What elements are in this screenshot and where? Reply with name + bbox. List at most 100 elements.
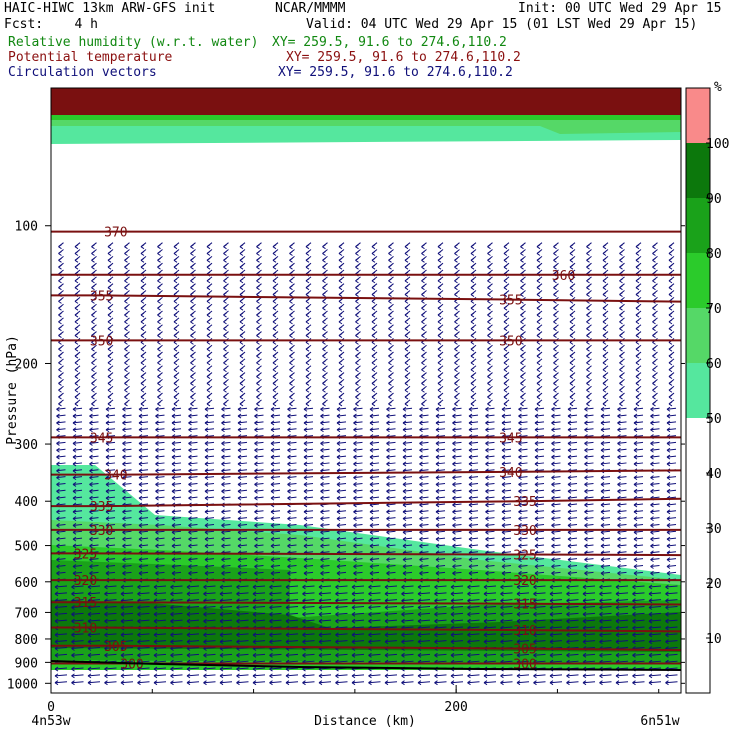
vector-arrow: [322, 276, 328, 284]
vector-arrow: [569, 283, 576, 291]
vector-arrow: [520, 283, 526, 291]
vector-arrow: [602, 290, 609, 297]
vector-arrow: [140, 296, 147, 304]
start-point-label: 4n53w: [31, 714, 70, 729]
vector-arrow: [58, 249, 64, 256]
vector-arrow: [173, 296, 180, 304]
vector-arrow: [124, 283, 130, 291]
vector-arrow: [173, 255, 180, 263]
vector-arrow: [602, 283, 609, 291]
vector-arrow: [404, 283, 411, 291]
theta-label-345: 345: [499, 431, 522, 446]
theta-label-335: 335: [90, 500, 113, 515]
vector-arrow: [124, 255, 130, 263]
vector-arrow: [602, 242, 609, 250]
vector-arrow: [635, 242, 642, 250]
vector-arrow: [668, 262, 675, 270]
vector-arrow: [157, 276, 163, 284]
vector-arrow: [190, 242, 196, 250]
theta-label-310: 310: [513, 624, 536, 639]
vector-arrow: [569, 242, 576, 250]
vector-arrow: [190, 283, 196, 291]
vector-arrow: [190, 276, 196, 284]
vector-arrow: [454, 276, 460, 284]
vector-arrow: [58, 262, 64, 270]
vector-arrow: [239, 255, 246, 263]
theta-label-335: 335: [513, 495, 536, 510]
rh-fill-band-80: [51, 115, 681, 120]
colorbar-tick-label: 10: [706, 632, 722, 647]
vector-arrow: [421, 262, 427, 270]
vector-arrow: [371, 262, 378, 270]
vector-arrow: [173, 242, 180, 250]
y-axis-label: Pressure (hPa): [5, 335, 20, 445]
vector-arrow: [355, 249, 361, 256]
vector-arrow: [157, 262, 163, 270]
vector-arrow: [305, 242, 312, 250]
vector-arrow: [355, 242, 361, 250]
vector-arrow: [272, 255, 279, 263]
vector-arrow: [536, 262, 543, 270]
vector-arrow: [190, 262, 196, 270]
colorbar-tick-label: 80: [706, 247, 722, 262]
vector-arrow: [421, 290, 427, 297]
vector-arrow: [388, 290, 394, 297]
vector-arrow: [305, 276, 312, 284]
rh-fill-surface: [51, 670, 681, 693]
vector-arrow: [668, 276, 675, 284]
vector-arrow: [437, 262, 444, 270]
vector-arrow: [652, 262, 658, 270]
vector-arrow: [569, 249, 576, 256]
vector-arrow: [520, 276, 526, 284]
vector-arrow: [107, 276, 114, 284]
vector-arrow: [569, 255, 576, 263]
vector-arrow: [223, 249, 229, 256]
theta-label-355: 355: [90, 289, 113, 304]
theta-label-320: 320: [74, 574, 97, 589]
vector-arrow: [305, 262, 312, 270]
vector-arrow: [388, 283, 394, 291]
vector-arrow: [239, 276, 246, 284]
vector-arrow: [91, 255, 97, 263]
vector-arrow: [619, 255, 625, 263]
vector-arrow: [437, 290, 444, 297]
vector-arrow: [91, 296, 97, 304]
vector-arrow: [652, 242, 658, 250]
vector-arrow: [553, 255, 559, 263]
vector-arrow: [421, 249, 427, 256]
vector-arrow: [58, 276, 64, 284]
vector-arrow: [223, 296, 229, 304]
rh-fill-band-60: [51, 126, 681, 134]
vector-arrow: [107, 249, 114, 256]
vector-arrow: [553, 290, 559, 297]
vector-arrow: [107, 242, 114, 250]
vector-arrow: [586, 255, 592, 263]
vector-arrow: [404, 255, 411, 263]
vector-arrow: [157, 242, 163, 250]
vector-arrow: [338, 249, 345, 256]
vector-arrow: [239, 249, 246, 256]
vector-arrow: [569, 290, 576, 297]
colorbar: 10 20 30 40 50 60 70 80 90 100: [685, 87, 729, 694]
vector-arrow: [140, 276, 147, 284]
vector-arrow: [536, 276, 543, 284]
vector-arrow: [586, 290, 592, 297]
vector-arrow: [107, 255, 114, 263]
vector-arrow: [305, 290, 312, 297]
vector-arrow: [124, 242, 130, 250]
vector-arrow: [107, 296, 114, 304]
theta-field-name: Potential temperature: [8, 50, 173, 65]
vector-arrow: [437, 276, 444, 284]
vector-arrow: [355, 290, 361, 297]
vector-arrow: [503, 242, 510, 250]
x-tick-label: 0: [47, 700, 55, 715]
vector-arrow: [635, 290, 642, 297]
vector-arrow: [173, 249, 180, 256]
vector-arrow: [206, 249, 213, 256]
vector-arrow: [371, 242, 378, 250]
vector-arrow: [74, 276, 81, 284]
vector-arrow: [668, 283, 675, 291]
vector-arrow: [487, 249, 493, 256]
vector-arrow: [487, 283, 493, 291]
colorbar-tick-label: 90: [706, 192, 722, 207]
